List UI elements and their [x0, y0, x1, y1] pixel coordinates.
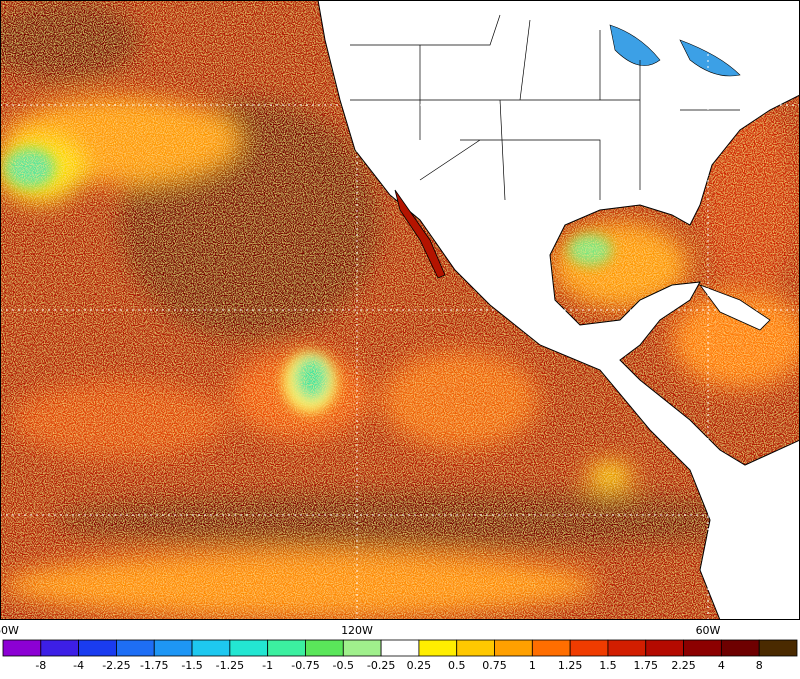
color-box: [607, 639, 647, 657]
color-box: [191, 639, 231, 657]
colorbar: -8 -4 -2.25 -1.75 -1.5 -1.25 -1 -0.75 -0.5 -0.25 0…: [2, 639, 798, 672]
colorbar-label: 8: [756, 659, 763, 672]
color-box: [380, 639, 420, 657]
map-field: [0, 0, 800, 620]
color-box: [229, 639, 269, 657]
colorbar-label: 2.25: [671, 659, 696, 672]
colorbar-label: 0.75: [482, 659, 507, 672]
color-box: [267, 639, 306, 657]
color-box: [758, 639, 798, 657]
color-box: [342, 639, 382, 657]
color-box: [78, 639, 117, 657]
colorbar-label: 4: [718, 659, 725, 672]
lon-label: 60W: [696, 624, 721, 637]
color-box: [531, 639, 571, 657]
lon-label: 60W: [0, 624, 19, 637]
colorbar-label: 0.5: [448, 659, 466, 672]
color-box: [456, 639, 495, 657]
color-box: [153, 639, 193, 657]
colorbar-label: -0.5: [333, 659, 354, 672]
color-box: [418, 639, 458, 657]
colorbar-label: -8: [35, 659, 46, 672]
color-box: [2, 639, 42, 657]
lon-label: 120W: [341, 624, 373, 637]
colorbar-label: -0.25: [367, 659, 395, 672]
colorbar-label: 1: [529, 659, 536, 672]
color-box: [569, 639, 609, 657]
colorbar-label: 1.75: [634, 659, 659, 672]
colorbar-label: 0.25: [407, 659, 432, 672]
colorbar-label: 1.25: [558, 659, 583, 672]
color-box: [494, 639, 533, 657]
graticule: [0, 0, 800, 620]
colorbar-label: -1.5: [181, 659, 202, 672]
colorbar-label: -1.25: [216, 659, 244, 672]
colorbar-label: -4: [73, 659, 84, 672]
color-box: [720, 639, 760, 657]
color-box: [645, 639, 684, 657]
colorbar-label: -1.75: [140, 659, 168, 672]
colorbar-label: 1.5: [599, 659, 617, 672]
color-box: [305, 639, 344, 657]
color-box: [40, 639, 80, 657]
colorbar-label: -1: [262, 659, 273, 672]
colorbar-label: -2.25: [102, 659, 130, 672]
color-box: [683, 639, 722, 657]
color-box: [116, 639, 155, 657]
colorbar-label: -0.75: [291, 659, 319, 672]
